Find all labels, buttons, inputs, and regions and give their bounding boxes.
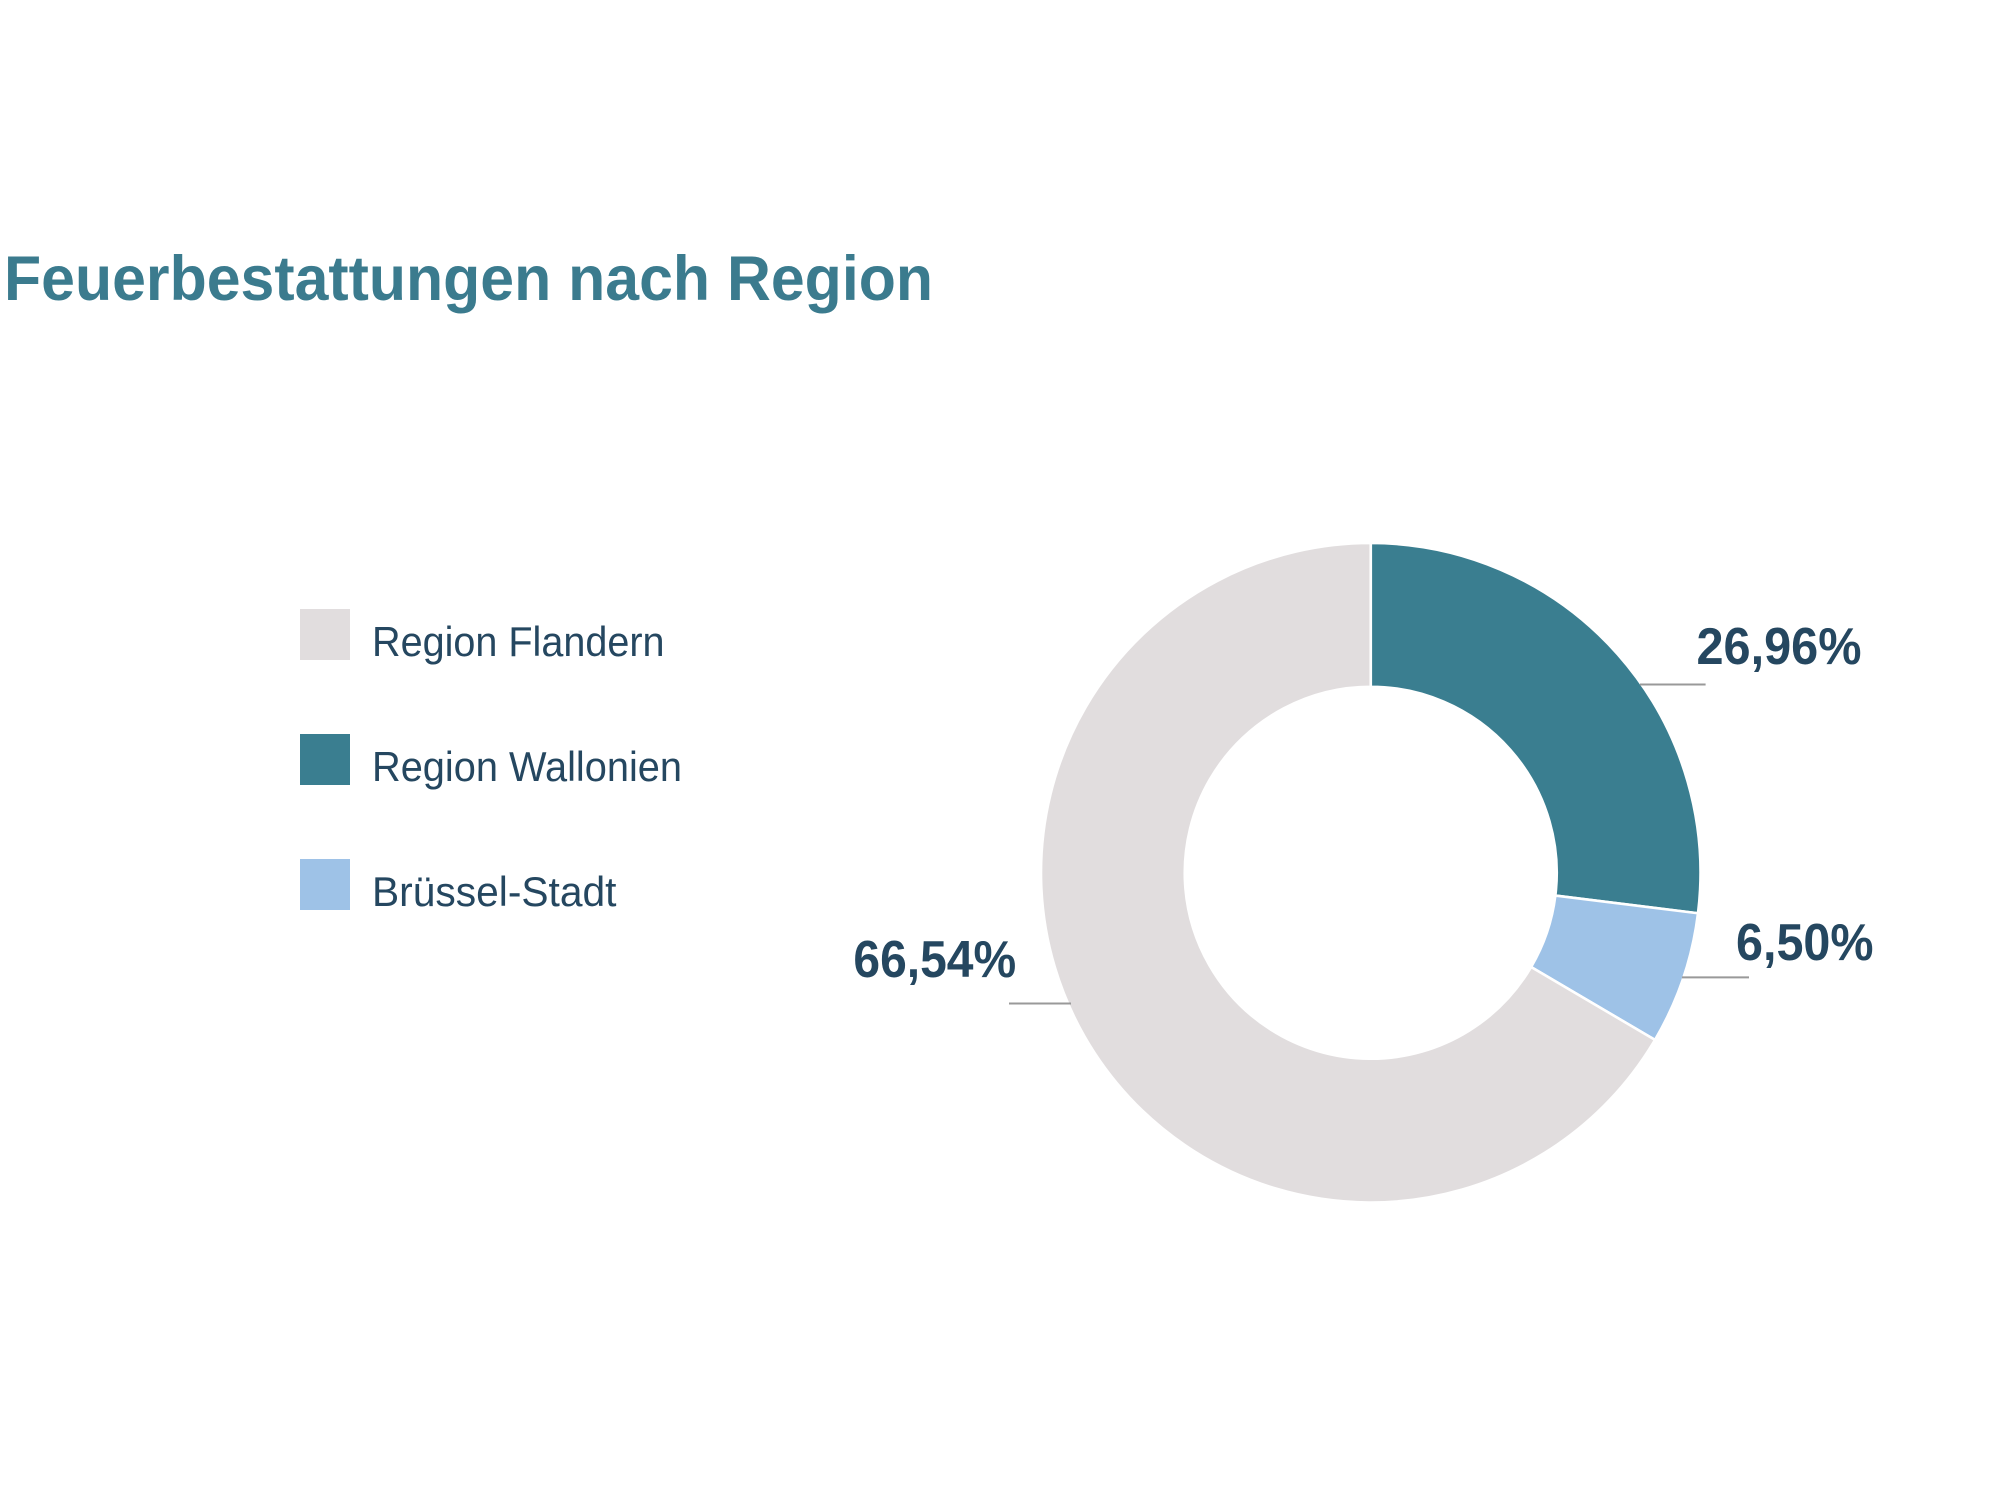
svg-text:Region Wallonien: Region Wallonien: [372, 743, 682, 790]
svg-text:6,50%: 6,50%: [1736, 914, 1874, 972]
svg-text:66,54%: 66,54%: [853, 931, 1016, 989]
svg-text:26,96%: 26,96%: [1697, 618, 1862, 676]
svg-text:Brüssel-Stadt: Brüssel-Stadt: [372, 868, 617, 915]
svg-text:Region Flandern: Region Flandern: [372, 618, 665, 665]
svg-text:Feuerbestattungen nach Region: Feuerbestattungen nach Region: [4, 244, 933, 314]
